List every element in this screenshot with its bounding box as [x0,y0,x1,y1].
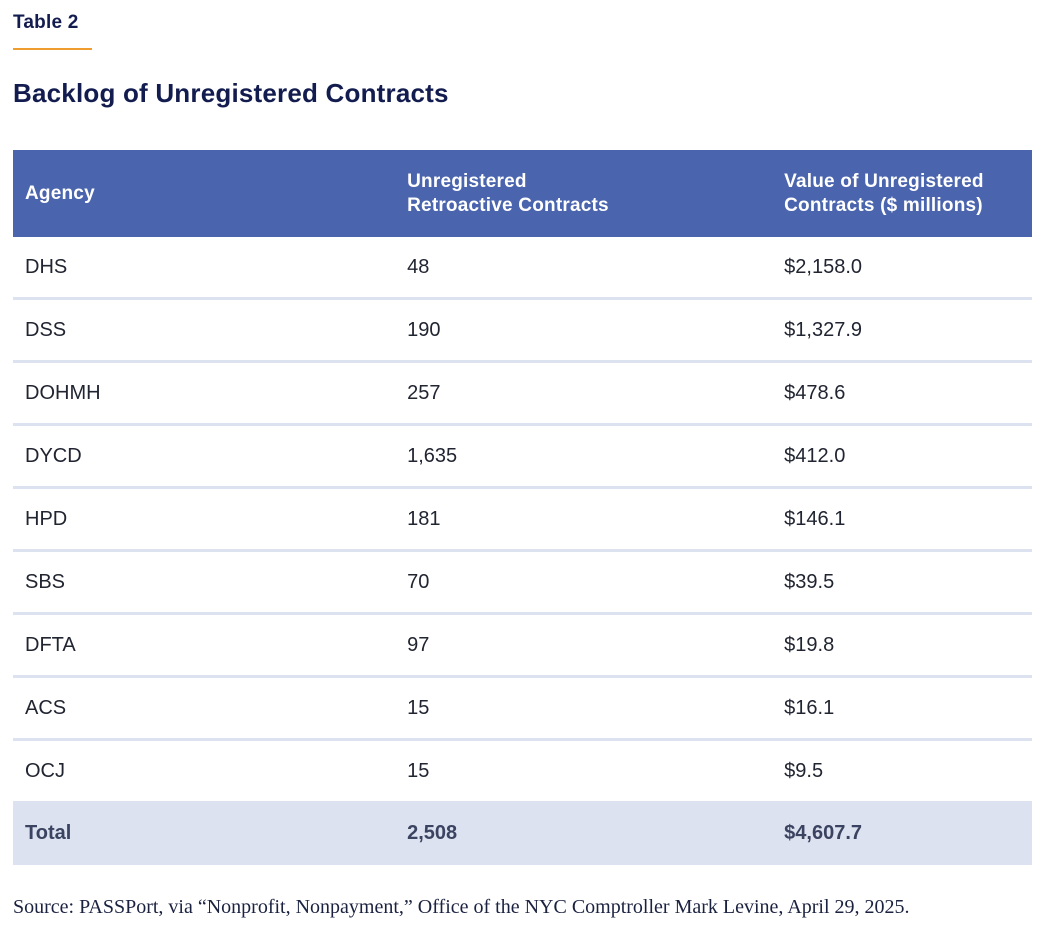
table-row: DYCD 1,635 $412.0 [13,423,1032,488]
contracts-count-cell: 190 [395,297,773,362]
contracts-value-cell: $16.1 [772,675,1032,740]
table-row: HPD 181 $146.1 [13,486,1032,551]
contracts-value-cell: $1,327.9 [772,297,1032,362]
contracts-value-cell: $9.5 [772,738,1032,801]
contracts-count-cell: 15 [395,675,773,740]
table-header: Agency Unregistered Retroactive Contract… [13,150,1032,237]
contracts-count-cell: 1,635 [395,423,773,488]
contracts-value-cell: $2,158.0 [784,255,862,278]
header-row: Agency Unregistered Retroactive Contract… [13,150,1032,237]
agency-cell: DFTA [13,612,396,677]
agency-cell: ACS [13,675,396,740]
contracts-value-cell: $39.5 [772,549,1032,614]
source-note: Source: PASSPort, via “Nonprofit, Nonpay… [13,896,910,918]
contracts-count-cell: 257 [395,360,773,425]
agency-cell: SBS [13,549,396,614]
contracts-count-cell: 181 [395,486,773,551]
table-label: Table 2 [13,12,79,33]
col-header-agency: Agency [13,150,396,237]
contracts-count-cell: 70 [395,549,773,614]
contracts-count-cell: 97 [395,612,773,677]
agency-cell: OCJ [13,738,396,801]
table-row: DOHMH 257 $478.6 [13,360,1032,425]
agency-cell: HPD [13,486,396,551]
table-row: DHS 48 $2,158.0 [13,237,1032,299]
total-value-cell: $4,607.7 [772,801,1032,865]
table-row: OCJ 15 $9.5 [13,738,1032,801]
table-row: SBS 70 $39.5 [13,549,1032,614]
table-footer: Total 2,508 $4,607.7 [13,801,1032,865]
contracts-table: Agency Unregistered Retroactive Contract… [13,150,1032,865]
contracts-count-cell: 48 [407,255,430,278]
table-row: DFTA 97 $19.8 [13,612,1032,677]
contracts-count-cell: 15 [395,738,773,801]
contracts-value-cell: $412.0 [772,423,1032,488]
table-body: DHS 48 $2,158.0 DSS 190 $1,327.9 DOHMH 257 $478.… [13,237,1032,801]
accent-rule [13,48,92,50]
total-label: Total [13,801,396,865]
contracts-value-cell: $146.1 [772,486,1032,551]
agency-cell: DHS [25,255,68,278]
table-row: ACS 15 $16.1 [13,675,1032,740]
total-row: Total 2,508 $4,607.7 [13,801,1032,865]
contracts-value-cell: $19.8 [772,612,1032,677]
table-row: DSS 190 $1,327.9 [13,297,1032,362]
page-title: Backlog of Unregistered Contracts [13,78,449,108]
total-contracts-cell: 2,508 [395,801,773,865]
agency-cell: DYCD [13,423,396,488]
col-header-value: Value of Unregistered Contracts ($ milli… [772,150,1032,237]
agency-cell: DSS [13,297,396,362]
contracts-value-cell: $478.6 [772,360,1032,425]
agency-cell: DOHMH [13,360,396,425]
col-header-unregistered-contracts: Unregistered Retroactive Contracts [395,150,773,237]
